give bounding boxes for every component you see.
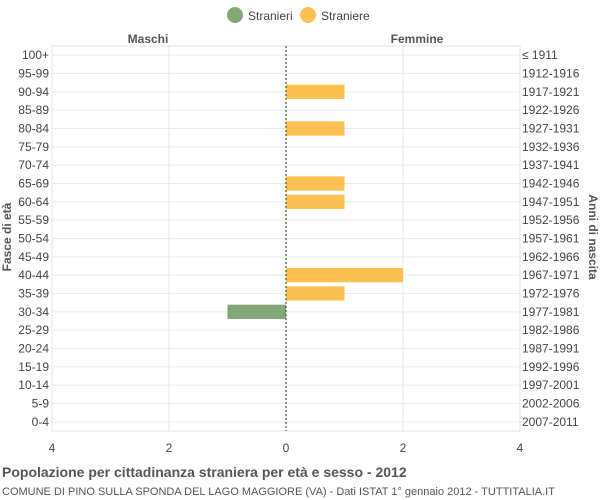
age-label: 20-24 — [18, 342, 49, 356]
age-label: 5-9 — [32, 397, 50, 411]
age-label: 50-54 — [18, 232, 49, 246]
age-label: 80-84 — [18, 122, 49, 136]
age-label: 15-19 — [18, 360, 49, 374]
x-tick-label: 2 — [166, 441, 173, 455]
birth-year-label: 1952-1956 — [522, 213, 580, 227]
birth-year-label: 1912-1916 — [522, 67, 580, 81]
birth-year-label: 1942-1946 — [522, 177, 580, 191]
birth-year-label: 2007-2011 — [522, 415, 579, 429]
birth-year-label: 1962-1966 — [522, 250, 580, 264]
x-tick-label: 0 — [283, 441, 290, 455]
birth-year-label: 1917-1921 — [522, 85, 580, 99]
age-label: 40-44 — [18, 268, 49, 282]
bar-straniere-65-69 — [286, 176, 345, 191]
birth-year-label: 1977-1981 — [522, 305, 580, 319]
age-label: 25-29 — [18, 323, 49, 337]
age-label: 85-89 — [18, 103, 49, 117]
age-label: 30-34 — [18, 305, 49, 319]
birth-year-label: ≤ 1911 — [522, 48, 558, 62]
birth-year-label: 1987-1991 — [522, 342, 580, 356]
legend-label-straniere: Straniere — [321, 9, 370, 23]
legend-label-stranieri: Stranieri — [248, 9, 293, 23]
age-label: 95-99 — [18, 67, 49, 81]
x-tick-label: 4 — [517, 441, 524, 455]
bar-stranieri-30-34 — [227, 304, 286, 319]
birth-year-label: 1957-1961 — [522, 232, 580, 246]
side-label-maschi: Maschi — [128, 32, 169, 46]
age-label: 45-49 — [18, 250, 49, 264]
population-pyramid-chart: Stranieri Straniere Maschi Femmine 100+ 95… — [0, 7, 600, 455]
legend: Stranieri Straniere — [227, 7, 370, 23]
chart-subtitle: COMUNE DI PINO SULLA SPONDA DEL LAGO MAG… — [2, 486, 555, 498]
bar-straniere-90-94 — [286, 84, 345, 99]
birth-year-label: 1927-1931 — [522, 122, 580, 136]
bar-straniere-35-39 — [286, 286, 345, 301]
side-label-femmine: Femmine — [391, 32, 444, 46]
age-label: 0-4 — [32, 415, 50, 429]
birth-year-label: 2002-2006 — [522, 397, 580, 411]
legend-marker-straniere — [300, 7, 316, 23]
birth-year-label: 1967-1971 — [522, 268, 580, 282]
birth-year-label: 1997-2001 — [522, 378, 580, 392]
chart-title: Popolazione per cittadinanza straniera p… — [2, 464, 407, 480]
age-label: 75-79 — [18, 140, 49, 154]
bar-straniere-60-64 — [286, 194, 345, 209]
age-label: 90-94 — [18, 85, 49, 99]
age-label: 35-39 — [18, 287, 49, 301]
birth-year-label: 1932-1936 — [522, 140, 580, 154]
bar-straniere-40-44 — [286, 268, 403, 283]
birth-year-label: 1937-1941 — [522, 158, 580, 172]
birth-year-label: 1947-1951 — [522, 195, 580, 209]
x-tick-label: 2 — [400, 441, 407, 455]
birth-year-label: 1992-1996 — [522, 360, 580, 374]
age-label: 100+ — [22, 48, 49, 62]
y-axis-label-left: Fasce di età — [0, 202, 14, 271]
age-labels: 100+ 95-99 90-94 85-89 80-84 75-79 70-74 65-69 6… — [18, 48, 49, 429]
age-label: 60-64 — [18, 195, 49, 209]
x-tick-label: 4 — [49, 441, 56, 455]
age-label: 65-69 — [18, 177, 49, 191]
age-label: 70-74 — [18, 158, 49, 172]
legend-marker-stranieri — [227, 7, 243, 23]
x-tick-labels: 4 2 0 2 4 — [49, 441, 524, 455]
birth-year-label: 1972-1976 — [522, 287, 580, 301]
bar-straniere-80-84 — [286, 121, 345, 136]
birth-year-label: 1982-1986 — [522, 323, 580, 337]
age-label: 10-14 — [18, 378, 49, 392]
y-axis-label-right: Anni di nascita — [586, 194, 600, 280]
birth-year-labels: ≤ 1911 1912-1916 1917-1921 1922-1926 1927-19… — [522, 48, 580, 429]
bars — [227, 84, 403, 319]
age-label: 55-59 — [18, 213, 49, 227]
birth-year-label: 1922-1926 — [522, 103, 580, 117]
